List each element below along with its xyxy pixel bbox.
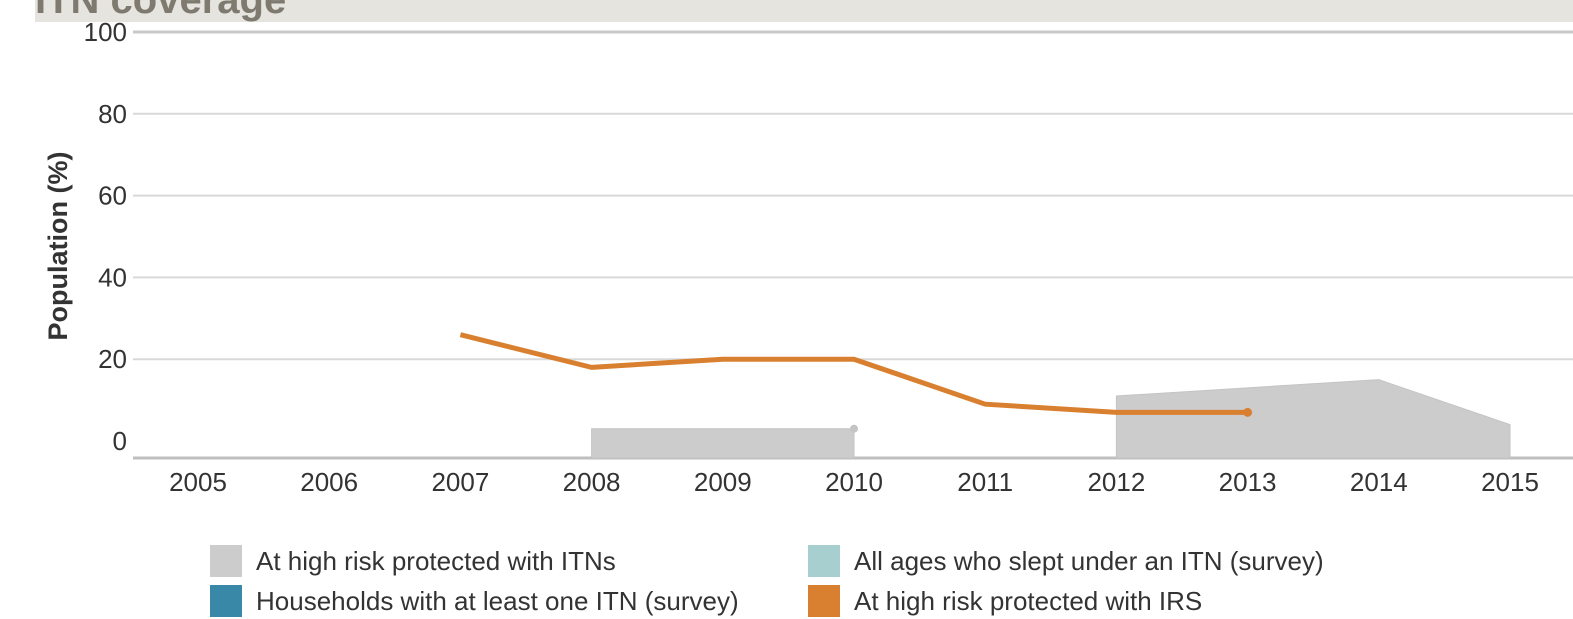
x-tick-label: 2007: [431, 467, 489, 497]
legend-item: All ages who slept under an ITN (survey): [808, 545, 1368, 577]
area-itn-protected: [591, 428, 855, 459]
legend-label: All ages who slept under an ITN (survey): [854, 545, 1324, 576]
x-tick-label: 2011: [957, 467, 1013, 497]
legend-label: Households with at least one ITN (survey…: [256, 585, 739, 616]
area-itn-protected: [1115, 379, 1511, 459]
legend-swatch: [210, 585, 242, 617]
header-strip: ITN coverage: [35, 0, 1573, 22]
legend-label: At high risk protected with ITNs: [256, 545, 616, 576]
area-end-point: [850, 424, 858, 433]
x-axis-ticks: 2005 2006 2007 2008 2009 2010 2011 2012 2013 2014…: [169, 467, 1539, 497]
legend-item: At high risk protected with ITNs: [210, 545, 808, 577]
x-tick-label: 2015: [1481, 467, 1539, 497]
y-axis-label: Population (%): [43, 152, 73, 341]
y-tick-label: 40: [98, 262, 127, 292]
y-tick-label: 60: [98, 181, 127, 211]
chart-header-title: ITN coverage: [35, 0, 287, 22]
legend-item: Households with at least one ITN (survey…: [210, 585, 808, 617]
legend-swatch: [210, 545, 242, 577]
chart-svg: 0 20 40 60 80 100 2005 2006 2007 2008 2009 2010 201…: [43, 17, 1573, 497]
legend: At high risk protected with ITNs All ages…: [210, 545, 1368, 617]
y-tick-label: 20: [98, 344, 127, 374]
y-tick-label: 0: [113, 426, 127, 456]
x-tick-label: 2009: [694, 467, 752, 497]
y-tick-label: 100: [84, 17, 127, 47]
area-series: [591, 379, 1511, 459]
y-tick-label: 80: [98, 99, 127, 129]
x-tick-label: 2006: [300, 467, 358, 497]
x-tick-label: 2014: [1350, 467, 1408, 497]
x-tick-label: 2013: [1219, 467, 1277, 497]
x-tick-label: 2005: [169, 467, 227, 497]
y-axis-ticks: 0 20 40 60 80 100: [84, 17, 127, 456]
x-tick-label: 2008: [563, 467, 621, 497]
x-tick-label: 2012: [1087, 467, 1145, 497]
line-series: [459, 332, 1253, 417]
legend-label: At high risk protected with IRS: [854, 585, 1203, 616]
legend-swatch: [808, 545, 840, 577]
line-point: [1243, 407, 1253, 417]
legend-swatch: [808, 585, 840, 617]
legend-item: At high risk protected with IRS: [808, 585, 1368, 617]
x-tick-label: 2010: [825, 467, 883, 497]
